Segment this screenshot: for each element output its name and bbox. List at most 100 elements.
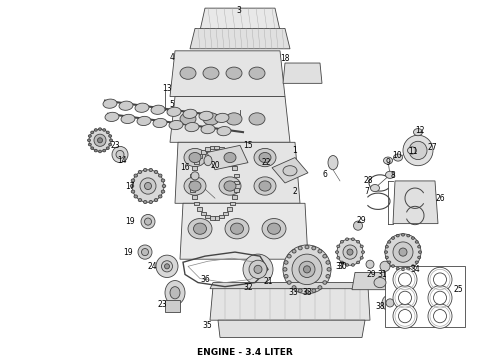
Ellipse shape	[226, 67, 242, 79]
Ellipse shape	[337, 245, 340, 248]
Polygon shape	[200, 8, 280, 31]
Ellipse shape	[287, 281, 291, 284]
Ellipse shape	[351, 264, 354, 266]
Bar	[223, 212, 228, 215]
Bar	[191, 174, 196, 177]
Ellipse shape	[94, 134, 106, 147]
Ellipse shape	[165, 264, 170, 269]
Ellipse shape	[226, 113, 242, 125]
Bar	[165, 300, 180, 312]
Polygon shape	[283, 63, 322, 84]
Ellipse shape	[303, 266, 311, 273]
Ellipse shape	[145, 218, 151, 225]
Ellipse shape	[191, 172, 199, 180]
Ellipse shape	[283, 166, 297, 176]
Ellipse shape	[138, 170, 142, 174]
Text: 15: 15	[243, 141, 253, 150]
Ellipse shape	[249, 67, 265, 79]
Ellipse shape	[408, 147, 416, 154]
Polygon shape	[170, 96, 290, 142]
Bar	[234, 181, 239, 184]
Ellipse shape	[292, 249, 296, 253]
Ellipse shape	[121, 114, 135, 123]
Ellipse shape	[401, 234, 405, 236]
Ellipse shape	[130, 184, 134, 188]
Ellipse shape	[283, 267, 287, 271]
Ellipse shape	[154, 170, 158, 174]
Ellipse shape	[141, 215, 155, 229]
Ellipse shape	[199, 111, 213, 121]
Ellipse shape	[158, 174, 162, 177]
Ellipse shape	[161, 179, 165, 182]
Ellipse shape	[254, 148, 276, 167]
Ellipse shape	[298, 246, 302, 250]
Ellipse shape	[326, 261, 330, 264]
Ellipse shape	[98, 150, 101, 153]
Ellipse shape	[305, 245, 309, 249]
Ellipse shape	[434, 273, 446, 286]
Ellipse shape	[370, 184, 379, 192]
Bar	[230, 202, 235, 206]
Text: 37: 37	[335, 262, 345, 271]
Text: 1: 1	[293, 146, 297, 155]
Ellipse shape	[254, 265, 262, 274]
Ellipse shape	[386, 171, 394, 179]
Ellipse shape	[106, 147, 109, 149]
Ellipse shape	[393, 267, 417, 292]
Ellipse shape	[219, 148, 241, 167]
Ellipse shape	[134, 195, 138, 198]
Text: 21: 21	[263, 277, 273, 286]
Ellipse shape	[144, 201, 147, 203]
Ellipse shape	[336, 251, 339, 253]
Polygon shape	[393, 181, 438, 224]
Ellipse shape	[345, 264, 348, 266]
Text: 12: 12	[415, 126, 425, 135]
Polygon shape	[190, 28, 290, 49]
Text: 11: 11	[408, 147, 418, 156]
Ellipse shape	[162, 261, 172, 272]
Ellipse shape	[392, 265, 394, 267]
Ellipse shape	[105, 112, 119, 121]
Ellipse shape	[184, 177, 206, 195]
Ellipse shape	[103, 149, 106, 152]
Bar	[230, 160, 235, 163]
Polygon shape	[207, 145, 248, 170]
Ellipse shape	[145, 183, 151, 190]
Ellipse shape	[183, 109, 197, 118]
Ellipse shape	[188, 219, 212, 239]
Ellipse shape	[385, 256, 389, 259]
Ellipse shape	[366, 260, 374, 268]
Ellipse shape	[215, 113, 229, 122]
Ellipse shape	[318, 249, 322, 253]
Polygon shape	[180, 203, 308, 259]
Ellipse shape	[385, 234, 421, 270]
Ellipse shape	[386, 299, 394, 307]
Polygon shape	[218, 320, 365, 337]
Ellipse shape	[407, 267, 410, 270]
Text: 33: 33	[302, 288, 312, 297]
Ellipse shape	[103, 129, 106, 131]
Ellipse shape	[327, 267, 331, 271]
Ellipse shape	[428, 285, 452, 310]
Ellipse shape	[384, 157, 392, 164]
Text: 16: 16	[180, 163, 190, 172]
Ellipse shape	[98, 138, 102, 143]
Ellipse shape	[88, 139, 91, 141]
Bar	[201, 212, 206, 215]
Ellipse shape	[165, 280, 185, 305]
Ellipse shape	[434, 291, 446, 305]
Ellipse shape	[414, 129, 422, 136]
Ellipse shape	[392, 237, 394, 239]
Ellipse shape	[287, 255, 291, 258]
Polygon shape	[352, 273, 398, 290]
Bar	[210, 216, 215, 220]
Ellipse shape	[138, 199, 142, 202]
Text: 10: 10	[392, 151, 402, 160]
Bar	[205, 147, 210, 150]
Bar	[197, 154, 202, 158]
Ellipse shape	[351, 238, 354, 240]
Text: 20: 20	[210, 161, 220, 170]
Bar	[190, 181, 195, 184]
Ellipse shape	[407, 234, 410, 237]
Ellipse shape	[357, 261, 360, 264]
